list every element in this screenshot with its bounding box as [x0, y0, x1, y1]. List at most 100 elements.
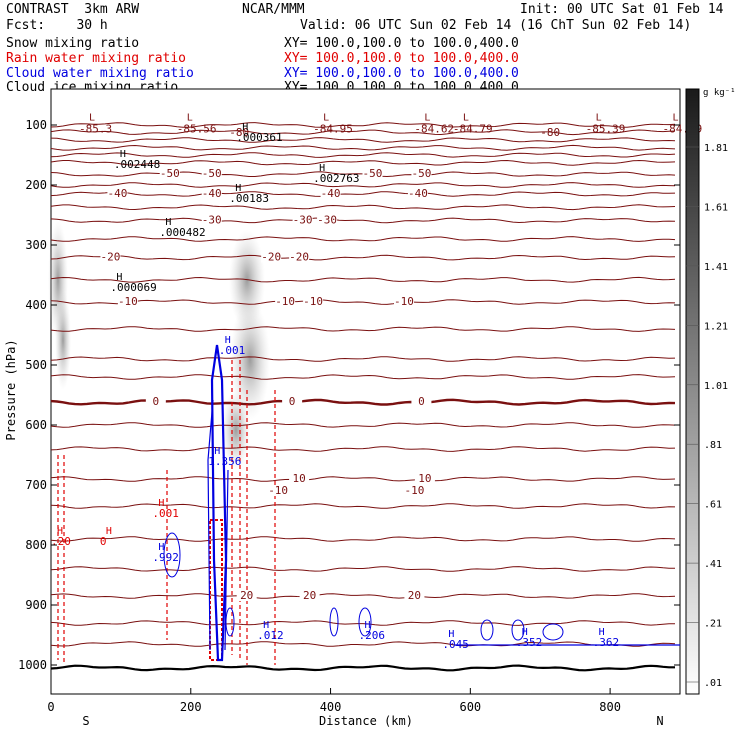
- isotherm-line: [50, 476, 676, 482]
- isotherm-label-bg: [299, 590, 320, 601]
- contour-labels: -50 -50 -50 -50-40 -40 -40 -40-30 -30 -30-20 -20-…: [51, 113, 702, 651]
- high-marker: H: [158, 498, 164, 509]
- cloud-water-cell-2: [329, 607, 339, 637]
- low-marker: L: [89, 113, 95, 124]
- x-tick-label: 0: [47, 700, 54, 714]
- isotherm-label: -30: [317, 213, 337, 226]
- y-tick-label: 900: [25, 598, 47, 612]
- isotherm-label-bg: [411, 396, 432, 408]
- field-maximum-label: .352: [516, 636, 543, 649]
- isotherm-label: -10: [404, 484, 424, 497]
- colorbar-label: 1.61: [704, 202, 728, 213]
- forecast-hour: Fcst: 30 h: [6, 18, 108, 33]
- isotherm-line: [50, 326, 676, 332]
- isotherm-label: 0: [418, 395, 425, 408]
- isotherm-label-bg: [411, 168, 432, 180]
- isotherm-line: [50, 276, 676, 283]
- field-maximum-label: .362: [593, 636, 620, 649]
- high-marker: H: [57, 526, 63, 537]
- isotherm-line: [50, 620, 675, 626]
- high-marker: H: [242, 122, 248, 133]
- isotherm-line: [50, 236, 676, 242]
- isotherm-label-bg: [404, 590, 425, 601]
- isotherm-label: 20: [303, 589, 316, 602]
- isotherm-line: [50, 129, 676, 136]
- isotherm-line: [50, 356, 676, 362]
- upper-temperature-label: -85.56: [177, 123, 217, 136]
- upper-temperature-label: -85.3: [79, 123, 112, 136]
- colorbar-label: .01: [704, 678, 722, 689]
- high-marker: H: [120, 149, 126, 160]
- upper-temperature-label: -84.79: [453, 123, 493, 136]
- isotherm-line: [50, 446, 676, 452]
- x-axis-label: Distance (km): [319, 714, 413, 728]
- model-title: CONTRAST 3km ARW: [6, 2, 140, 17]
- isotherm-line: [50, 122, 676, 128]
- cloud-water-core: [210, 344, 228, 662]
- isotherm-line: [50, 299, 676, 305]
- colorbar-unit: g kg⁻¹: [703, 88, 736, 98]
- upper-temperature-label: -84.95: [313, 123, 353, 136]
- y-axis-label: Pressure (hPa): [4, 339, 18, 440]
- isotherm-line: [50, 593, 676, 599]
- high-marker: H: [263, 620, 269, 631]
- isotherm-label: -10: [275, 295, 295, 308]
- cloud-water-cell-5: [511, 619, 525, 641]
- isotherm-label: -10: [268, 484, 288, 497]
- y-tick-label: 700: [25, 478, 47, 492]
- isotherm-label-bg: [107, 188, 128, 199]
- x-end-label-south: S: [82, 714, 89, 728]
- high-marker: H: [448, 629, 454, 640]
- snow-plume-1: [55, 290, 71, 390]
- low-marker: L: [673, 113, 679, 124]
- cloud-water-cell-6: [542, 623, 564, 641]
- isotherm-label: -50: [363, 167, 383, 180]
- field-name-rain: Rain water mixing ratio: [6, 51, 187, 66]
- y-tick-label: 800: [25, 538, 47, 552]
- x-tick-label: 400: [320, 700, 342, 714]
- isotherm-label: -40: [408, 187, 428, 200]
- isotherm-label: -40: [202, 187, 222, 200]
- high-marker: H: [522, 627, 528, 638]
- isotherm-line: [50, 422, 676, 428]
- isotherm-label-bg: [393, 296, 414, 307]
- colorbar-label: 1.21: [704, 321, 728, 332]
- cloud-water-cell-1: [225, 607, 235, 637]
- isotherm-label-bg: [201, 168, 222, 180]
- isotherm-label: -30: [293, 213, 313, 226]
- high-marker: H: [165, 217, 171, 228]
- field-maximum-label: 1.356: [208, 455, 241, 468]
- y-tick-label: 1000: [18, 658, 47, 672]
- low-marker: L: [424, 113, 430, 124]
- isotherm-label: 10: [292, 472, 305, 485]
- x-tick-label: 600: [459, 700, 481, 714]
- isotherm-label-bg: [261, 251, 282, 263]
- high-marker: H: [116, 272, 122, 283]
- cloud-water-contours: [163, 344, 680, 662]
- isotherm-label: -20: [261, 251, 281, 264]
- colorbar-gradient: [685, 88, 700, 695]
- colorbar-label: .41: [704, 559, 722, 570]
- low-marker: L: [323, 113, 329, 124]
- isotherm-label: -50: [202, 167, 222, 180]
- isotherm-label: -10: [394, 295, 414, 308]
- colorbar-label: .81: [704, 440, 722, 451]
- isotherm-label-bg: [414, 473, 435, 484]
- colorbar-label: .61: [704, 500, 722, 511]
- isotherm-label-bg: [362, 168, 383, 180]
- low-marker: L: [596, 113, 602, 124]
- field-maximum-label: .992: [152, 551, 179, 564]
- isotherm-label: -10: [118, 295, 138, 308]
- isotherm-line: [50, 137, 676, 143]
- rain-core-contour: [209, 519, 223, 661]
- isotherm-label: 20: [240, 589, 253, 602]
- rain-contours: [57, 360, 276, 665]
- isotherm-label-bg: [275, 296, 296, 307]
- high-marker: H: [319, 163, 325, 174]
- isotherm-label-bg: [282, 396, 303, 408]
- isotherm-label-bg: [289, 473, 310, 484]
- isotherm-line: [50, 204, 676, 211]
- field-xy-cloud-water: XY= 100.0,100.0 to 100.0,400.0: [284, 66, 519, 81]
- colorbar-label: 1.01: [704, 381, 728, 392]
